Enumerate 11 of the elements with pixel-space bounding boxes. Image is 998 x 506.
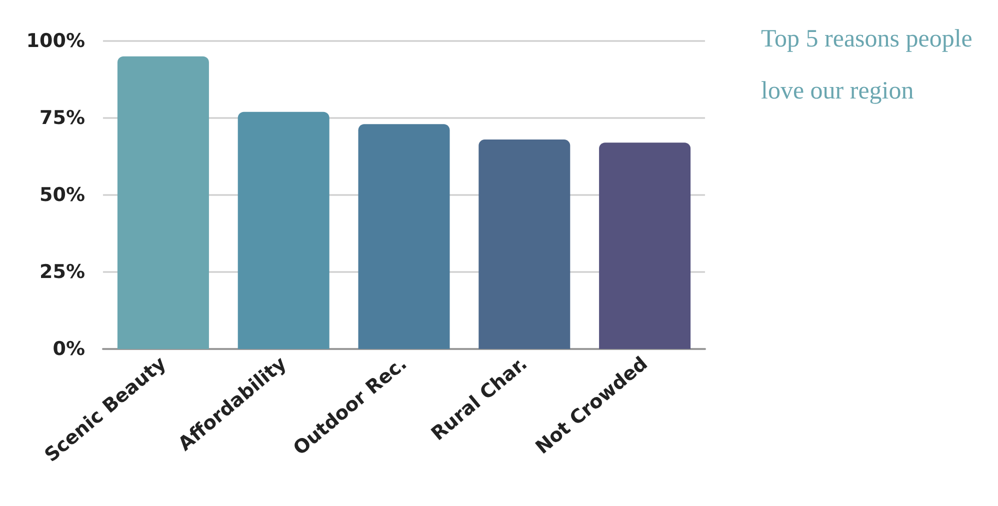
bar [478,140,570,349]
bar [599,142,691,349]
bar [117,56,209,349]
bar [238,112,330,349]
y-tick-label: 0% [52,338,85,360]
y-tick-label: 100% [26,30,85,52]
y-tick-label: 50% [40,184,85,206]
text: Top 5 reasons people love our region [761,26,979,104]
y-tick-label: 25% [40,261,85,283]
bar [358,124,450,349]
y-tick-label: 75% [40,107,85,129]
